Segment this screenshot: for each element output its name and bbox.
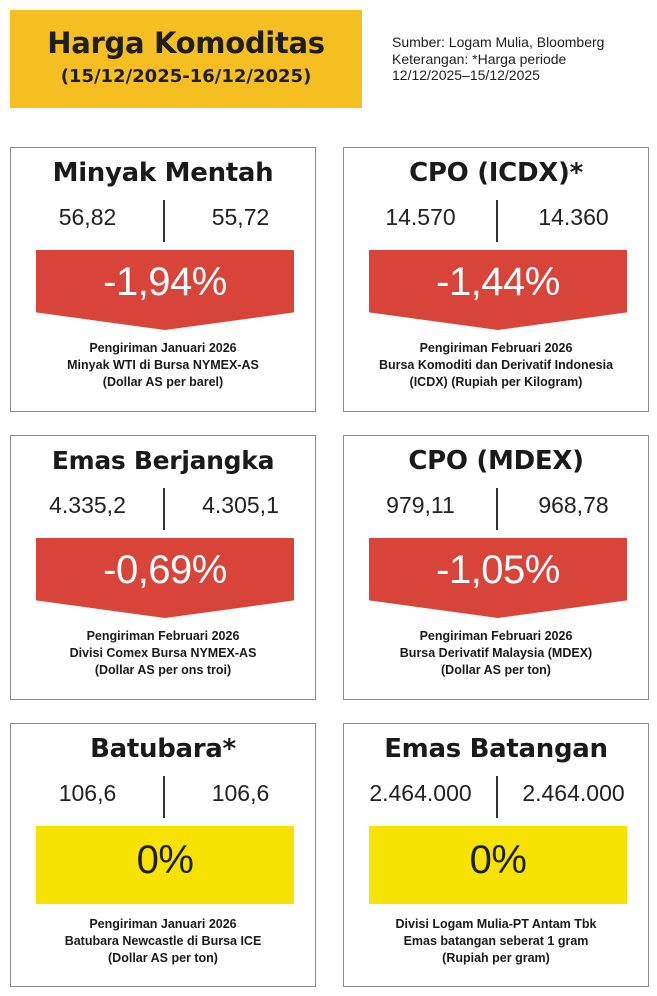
price-values: 979,11 968,78 [344, 488, 648, 530]
change-down-arrow: -1,05% [369, 538, 627, 618]
date-range: (15/12/2025-16/12/2025) [60, 66, 312, 87]
change-flat-box: 0% [36, 826, 294, 904]
desc-line: (ICDX) (Rupiah per Kilogram) [409, 375, 583, 389]
desc-line: (Rupiah per gram) [442, 951, 550, 965]
price-values: 14.570 14.360 [344, 200, 648, 242]
desc-line: Bursa Komoditi dan Derivatif Indonesia [378, 358, 614, 372]
previous-price: 106,6 [58, 780, 117, 806]
desc-line: Batubara Newcastle di Bursa ICE [64, 934, 262, 948]
change-flat-box: 0% [369, 826, 627, 904]
value-divider [163, 488, 165, 530]
value-divider [496, 488, 498, 530]
value-divider [496, 776, 498, 818]
desc-line: (Dollar AS per ons troi) [94, 663, 232, 677]
price-values: 2.464.000 2.464.000 [344, 776, 648, 818]
page-title: Harga Komoditas [47, 26, 325, 60]
header-box: Harga Komoditas (15/12/2025-16/12/2025) [10, 10, 362, 108]
card-description: Divisi Logam Mulia-PT Antam Tbk Emas bat… [344, 916, 648, 967]
percent-change: 0% [136, 838, 194, 882]
previous-price: 56,82 [58, 204, 117, 230]
commodity-card-coal: Batubara* 106,6 106,6 0% Pengiriman Janu… [10, 723, 316, 987]
percent-change: -1,05% [436, 548, 560, 592]
change-down-arrow: -0,69% [36, 538, 294, 618]
commodity-card-gold-futures: Emas Berjangka 4.335,2 4.305,1 -0,69% Pe… [10, 435, 316, 700]
previous-price: 979,11 [386, 492, 455, 518]
desc-line: Pengiriman Februari 2026 [86, 629, 240, 643]
desc-line: Emas batangan seberat 1 gram [403, 934, 589, 948]
value-divider [163, 776, 165, 818]
previous-price: 2.464.000 [369, 780, 472, 806]
current-price: 106,6 [211, 780, 270, 806]
desc-line: Pengiriman Februari 2026 [419, 629, 573, 643]
price-values: 106,6 106,6 [11, 776, 315, 818]
current-price: 968,78 [538, 492, 609, 518]
change-down-arrow: -1,94% [36, 250, 294, 330]
commodity-card-gold-bar: Emas Batangan 2.464.000 2.464.000 0% Div… [343, 723, 649, 987]
current-price: 55,72 [211, 204, 270, 230]
percent-change: -0,69% [103, 548, 227, 592]
desc-line: Pengiriman Januari 2026 [89, 341, 237, 355]
previous-price: 4.335,2 [49, 492, 126, 518]
card-title: CPO (MDEX) [408, 446, 584, 476]
desc-line: Pengiriman Februari 2026 [419, 341, 573, 355]
desc-line: (Dollar AS per barel) [102, 375, 224, 389]
card-title: Batubara* [90, 734, 236, 764]
desc-line: Minyak WTI di Bursa NYMEX-AS [67, 358, 259, 372]
current-price: 14.360 [538, 204, 609, 230]
percent-change: -1,44% [436, 260, 560, 304]
price-values: 4.335,2 4.305,1 [11, 488, 315, 530]
desc-line: Divisi Comex Bursa NYMEX-AS [69, 646, 257, 660]
current-price: 4.305,1 [202, 492, 279, 518]
note-period-line: 12/12/2025–15/12/2025 [392, 67, 540, 83]
card-title: Emas Berjangka [51, 446, 275, 475]
card-title: Emas Batangan [384, 734, 608, 764]
commodity-card-crude-oil: Minyak Mentah 56,82 55,72 -1,94% Pengiri… [10, 147, 316, 412]
current-price: 2.464.000 [522, 780, 625, 806]
desc-line: Pengiriman Januari 2026 [89, 917, 237, 931]
percent-change: 0% [469, 838, 527, 882]
price-values: 56,82 55,72 [11, 200, 315, 242]
desc-line: Bursa Derivatif Malaysia (MDEX) [399, 646, 593, 660]
previous-price: 14.570 [385, 204, 456, 230]
card-title: Minyak Mentah [52, 158, 274, 188]
desc-line: (Dollar AS per ton) [108, 951, 218, 965]
percent-change: -1,94% [103, 260, 227, 304]
card-description: Pengiriman Februari 2026 Bursa Derivatif… [344, 628, 648, 679]
desc-line: Divisi Logam Mulia-PT Antam Tbk [395, 917, 597, 931]
value-divider [163, 200, 165, 242]
commodity-card-cpo-icdx: CPO (ICDX)* 14.570 14.360 -1,44% Pengiri… [343, 147, 649, 412]
value-divider [496, 200, 498, 242]
card-description: Pengiriman Januari 2026 Minyak WTI di Bu… [11, 340, 315, 391]
card-description: Pengiriman Februari 2026 Divisi Comex Bu… [11, 628, 315, 679]
commodity-card-cpo-mdex: CPO (MDEX) 979,11 968,78 -1,05% Pengirim… [343, 435, 649, 700]
card-title: CPO (ICDX)* [409, 158, 583, 188]
change-down-arrow: -1,44% [369, 250, 627, 330]
card-description: Pengiriman Januari 2026 Batubara Newcast… [11, 916, 315, 967]
desc-line: (Dollar AS per ton) [441, 663, 551, 677]
note-line: Keterangan: *Harga periode [392, 50, 567, 67]
source-note: Sumber: Logam Mulia, Bloomberg Keteranga… [392, 34, 652, 84]
source-line: Sumber: Logam Mulia, Bloomberg [392, 34, 605, 50]
card-description: Pengiriman Februari 2026 Bursa Komoditi … [344, 340, 648, 391]
